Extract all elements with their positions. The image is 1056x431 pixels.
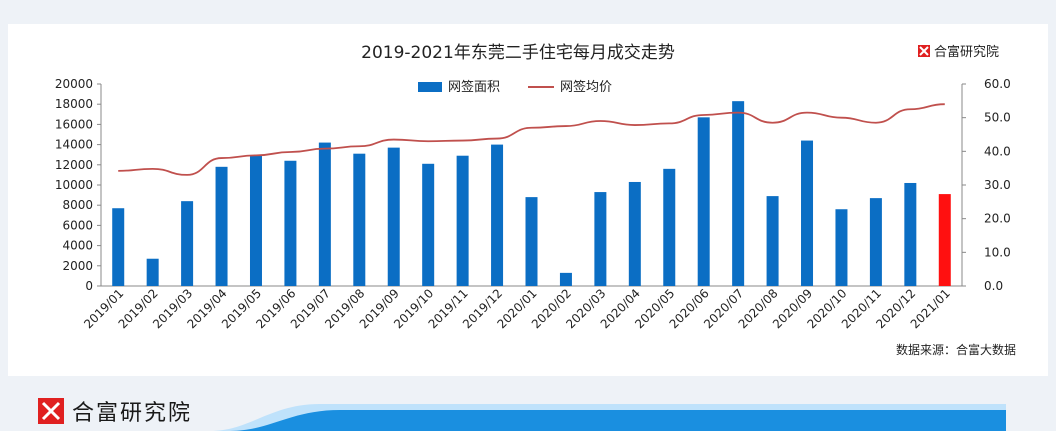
- axes: 0 2000 4000 6000 8000 10000 12000 14000 16000 180…: [55, 77, 1011, 293]
- y-right-tick-label: 10.0: [984, 245, 1011, 259]
- bar-2020-11: [869, 198, 882, 286]
- bar-2020-12: [904, 182, 917, 286]
- bar-2020-08: [766, 196, 779, 286]
- y-left-tick-label: 2000: [62, 259, 93, 273]
- bar-2020-09: [801, 140, 814, 286]
- bar-2019-05: [249, 155, 262, 286]
- footer-logo-mark-icon: [41, 401, 61, 421]
- y-right-tick-label: 40.0: [984, 144, 1011, 158]
- bar-2019-04: [215, 166, 228, 286]
- bar-2020-10: [835, 209, 848, 286]
- y-left-tick-label: 14000: [55, 138, 93, 152]
- legend-bar-swatch: [418, 82, 442, 92]
- bar-2019-07: [318, 142, 331, 286]
- bar-2020-07: [732, 101, 745, 286]
- y-left-tick-label: 6000: [62, 218, 93, 232]
- top-brand: 合富研究院: [918, 44, 999, 60]
- y-left-tick-label: 16000: [55, 117, 93, 131]
- bar-2019-12: [491, 144, 504, 286]
- bar-2020-04: [628, 181, 641, 286]
- bar-2019-11: [456, 155, 469, 286]
- bar-2020-01: [525, 197, 538, 286]
- bar-2021-01: [938, 194, 951, 286]
- line-series: [118, 103, 945, 176]
- footer-brand-name: 合富研究院: [72, 401, 192, 426]
- y-left-tick-label: 10000: [55, 178, 93, 192]
- y-left-tick-label: 18000: [55, 97, 93, 111]
- bar-2020-06: [697, 117, 710, 286]
- bar-2019-01: [112, 208, 125, 286]
- y-right-tick-label: 20.0: [984, 212, 1011, 226]
- y-right-tick-label: 30.0: [984, 178, 1011, 192]
- bar-2020-02: [559, 272, 572, 286]
- y-right-tick-label: 0.0: [984, 279, 1003, 293]
- y-left-tick-label: 8000: [62, 198, 93, 212]
- y-right-tick-label: 60.0: [984, 77, 1011, 91]
- legend: 网签面积 网签均价: [418, 79, 612, 95]
- footer-brand: 合富研究院: [38, 398, 192, 426]
- bar-2019-02: [146, 258, 159, 286]
- bar-2019-08: [353, 153, 366, 286]
- brand-logo-mark-icon: [919, 46, 929, 56]
- bar-2020-05: [663, 168, 676, 286]
- bar-2019-03: [181, 201, 194, 286]
- y-left-tick-label: 20000: [55, 77, 93, 91]
- y-left-tick-label: 4000: [62, 239, 93, 253]
- data-source-note: 数据来源：合富大数据: [896, 342, 1016, 357]
- y-left-tick-label: 12000: [55, 158, 93, 172]
- y-right-tick-label: 50.0: [984, 111, 1011, 125]
- top-brand-name: 合富研究院: [934, 44, 999, 60]
- legend-line-label: 网签均价: [560, 79, 612, 95]
- bar-2020-03: [594, 192, 607, 286]
- chart-title: 2019-2021年东莞二手住宅每月成交走势: [361, 43, 675, 63]
- bar-2019-09: [387, 147, 400, 286]
- legend-bar-label: 网签面积: [448, 79, 500, 95]
- bar-series: [112, 101, 951, 286]
- bar-2019-10: [422, 163, 435, 286]
- bar-2019-06: [284, 160, 297, 286]
- footer-wave-dark: [230, 410, 1006, 431]
- y-left-tick-label: 0: [85, 279, 93, 293]
- footer-band: 合富研究院: [0, 384, 1056, 431]
